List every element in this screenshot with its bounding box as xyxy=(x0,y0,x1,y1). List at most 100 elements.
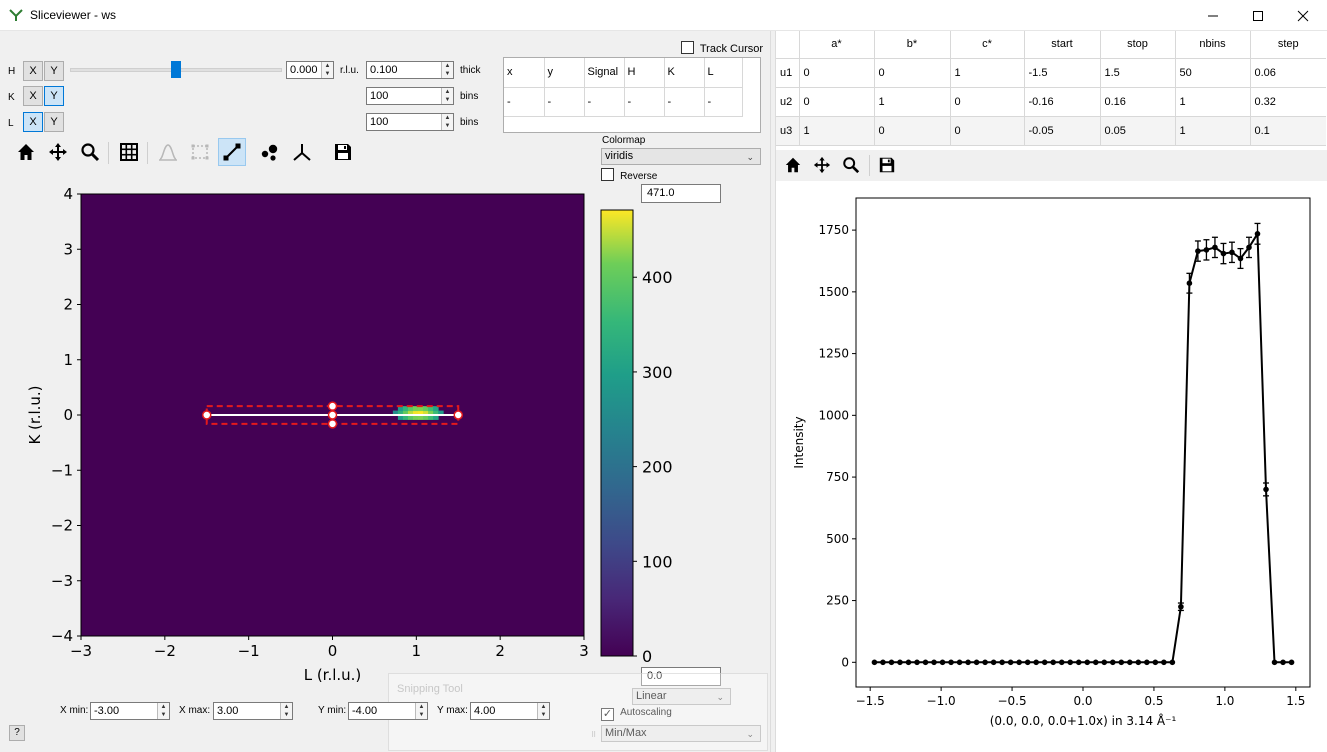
projection-cell[interactable]: 0.32 xyxy=(1250,87,1326,117)
dim-k-bins-spinbox[interactable]: 100 ▲ ▼ xyxy=(366,87,454,105)
projection-cell[interactable]: 0.06 xyxy=(1250,58,1326,88)
dim-l-y-button[interactable]: Y xyxy=(44,112,64,132)
pan-icon[interactable] xyxy=(808,151,836,179)
nonorthogonal-axes-icon[interactable] xyxy=(288,138,316,166)
ymin-spinbox[interactable]: -4.00 ▲ ▼ xyxy=(348,702,428,720)
panel-splitter[interactable] xyxy=(770,31,776,752)
xmax-spinbox[interactable]: 3.00 ▲ ▼ xyxy=(213,702,293,720)
line-plots-icon[interactable] xyxy=(154,138,182,166)
track-cursor-checkbox[interactable]: Track Cursor xyxy=(681,41,763,57)
dim-h-thickness-spinbox[interactable]: 0.100 ▲ ▼ xyxy=(366,61,454,79)
x-tick-label: 1.5 xyxy=(1286,694,1305,708)
save-icon[interactable] xyxy=(329,138,357,166)
colormap-select[interactable]: viridis ⌄ xyxy=(601,148,761,165)
projection-cell[interactable]: 1 xyxy=(1175,87,1251,117)
projection-row[interactable]: u2 0 1 0 -0.16 0.16 1 0.32 xyxy=(776,87,1326,117)
projection-cell[interactable]: 1.5 xyxy=(1100,58,1176,88)
save-icon[interactable] xyxy=(873,151,901,179)
cut-line-handle[interactable] xyxy=(453,410,463,420)
cut-line-icon[interactable] xyxy=(218,138,246,166)
x-tick-label: 1 xyxy=(412,642,422,660)
projection-cell[interactable]: 0 xyxy=(874,116,951,146)
colormap-max-input[interactable]: 471.0 xyxy=(641,184,721,203)
projection-row[interactable]: u1 0 0 1 -1.5 1.5 50 0.06 xyxy=(776,58,1326,88)
projection-cell[interactable]: 0 xyxy=(950,116,1025,146)
dim-h-value-spinbox[interactable]: 0.000 ▲ ▼ xyxy=(286,61,334,79)
pan-icon[interactable] xyxy=(44,138,72,166)
projection-cell[interactable]: 1 xyxy=(874,87,951,117)
projection-cell[interactable]: 0 xyxy=(874,58,951,88)
lineplot-layer: −1.5 −1.0 −0.5 0.0 0.5 1.0 1.5 0 250 500 750 1000 12… xyxy=(792,197,1311,728)
grid-icon[interactable] xyxy=(115,138,143,166)
peaks-icon[interactable] xyxy=(256,138,284,166)
projection-cell[interactable]: -1.5 xyxy=(1024,58,1101,88)
normalization-value: Linear xyxy=(636,690,667,702)
spin-arrows-icon[interactable]: ▲ ▼ xyxy=(441,88,453,104)
spin-arrows-icon[interactable]: ▲ ▼ xyxy=(415,703,427,719)
region-selection-icon[interactable] xyxy=(186,138,214,166)
home-icon[interactable] xyxy=(779,151,807,179)
maximize-button[interactable] xyxy=(1235,0,1281,31)
size-grip-icon[interactable]: ⠿ xyxy=(591,732,597,739)
ymax-spinbox[interactable]: 4.00 ▲ ▼ xyxy=(470,702,550,720)
help-button[interactable]: ? xyxy=(9,725,25,741)
reverse-checkbox[interactable]: Reverse xyxy=(601,168,657,184)
minimize-button[interactable] xyxy=(1190,0,1236,31)
cut-line-handle[interactable] xyxy=(327,419,338,429)
heatmap-pixel xyxy=(392,410,399,416)
spin-arrows-icon[interactable]: ▲ ▼ xyxy=(157,703,169,719)
autoscaling-checkbox-box[interactable]: ✓ xyxy=(601,708,614,721)
dim-h-x-button[interactable]: X xyxy=(23,61,43,81)
normalization-select[interactable]: Linear ⌄ xyxy=(632,688,731,705)
cut-line-plot[interactable]: −1.5 −1.0 −0.5 0.0 0.5 1.0 1.5 0 250 500 750 1000 12… xyxy=(776,181,1327,752)
cut-line-handle[interactable] xyxy=(327,410,338,420)
reverse-checkbox-box[interactable] xyxy=(601,168,614,181)
spin-arrows-icon[interactable]: ▲ ▼ xyxy=(537,703,549,719)
projection-cell[interactable]: 0 xyxy=(950,87,1025,117)
projection-cell[interactable]: 1 xyxy=(799,116,875,146)
xmin-spinbox[interactable]: -3.00 ▲ ▼ xyxy=(90,702,170,720)
projection-cell[interactable]: 0.1 xyxy=(1250,116,1326,146)
spin-arrows-icon[interactable]: ▲ ▼ xyxy=(441,62,453,78)
home-icon[interactable] xyxy=(12,138,40,166)
projection-cell[interactable]: 0 xyxy=(799,87,875,117)
heatmap-pixel xyxy=(407,410,414,416)
projection-cell[interactable]: 1 xyxy=(950,58,1025,88)
cursor-col-x: x xyxy=(504,58,545,88)
projection-cell[interactable]: 50 xyxy=(1175,58,1251,88)
dim-l-bins-spinbox[interactable]: 100 ▲ ▼ xyxy=(366,113,454,131)
autoscale-mode-select[interactable]: Min/Max ⌄ xyxy=(601,725,761,742)
track-cursor-checkbox-box[interactable] xyxy=(681,41,694,54)
y-tick-label: 0 xyxy=(63,406,73,424)
data-point xyxy=(965,659,971,666)
dim-h-y-button[interactable]: Y xyxy=(44,61,64,81)
colorbar: 0 100 200 300 400 xyxy=(600,209,673,665)
projection-cell[interactable]: 0 xyxy=(799,58,875,88)
heatmap-pixel xyxy=(423,406,429,412)
sliceviewer-toolbar xyxy=(12,138,362,168)
dim-k-y-button[interactable]: Y xyxy=(44,86,64,106)
autoscaling-checkbox[interactable]: ✓ Autoscaling xyxy=(601,707,672,721)
chevron-down-icon: ⌄ xyxy=(746,729,754,739)
autoscale-mode-value: Min/Max xyxy=(605,727,647,739)
spin-arrows-icon[interactable]: ▲ ▼ xyxy=(321,62,333,78)
projection-cell[interactable]: -0.05 xyxy=(1024,116,1101,146)
cut-line-handle[interactable] xyxy=(327,401,338,411)
projection-cell[interactable]: -0.16 xyxy=(1024,87,1101,117)
zoom-icon[interactable] xyxy=(76,138,104,166)
cut-line-handle[interactable] xyxy=(202,410,212,420)
dim-l-x-button[interactable]: X xyxy=(23,112,43,132)
projection-table[interactable]: a* b* c* start stop nbins step u1 0 0 1 -1.5… xyxy=(776,31,1326,146)
projection-cell[interactable]: 1 xyxy=(1175,116,1251,146)
dim-k-x-button[interactable]: X xyxy=(23,86,43,106)
close-button[interactable] xyxy=(1280,0,1326,31)
zoom-icon[interactable] xyxy=(837,151,865,179)
projection-cell[interactable]: 0.05 xyxy=(1100,116,1176,146)
xmax-label: X max: xyxy=(179,705,211,716)
projection-cell[interactable]: 0.16 xyxy=(1100,87,1176,117)
projection-row[interactable]: u3 1 0 0 -0.05 0.05 1 0.1 xyxy=(776,116,1326,146)
spin-arrows-icon[interactable]: ▲ ▼ xyxy=(441,114,453,130)
dim-h-slider-handle[interactable] xyxy=(171,61,181,78)
spin-arrows-icon[interactable]: ▲ ▼ xyxy=(280,703,292,719)
